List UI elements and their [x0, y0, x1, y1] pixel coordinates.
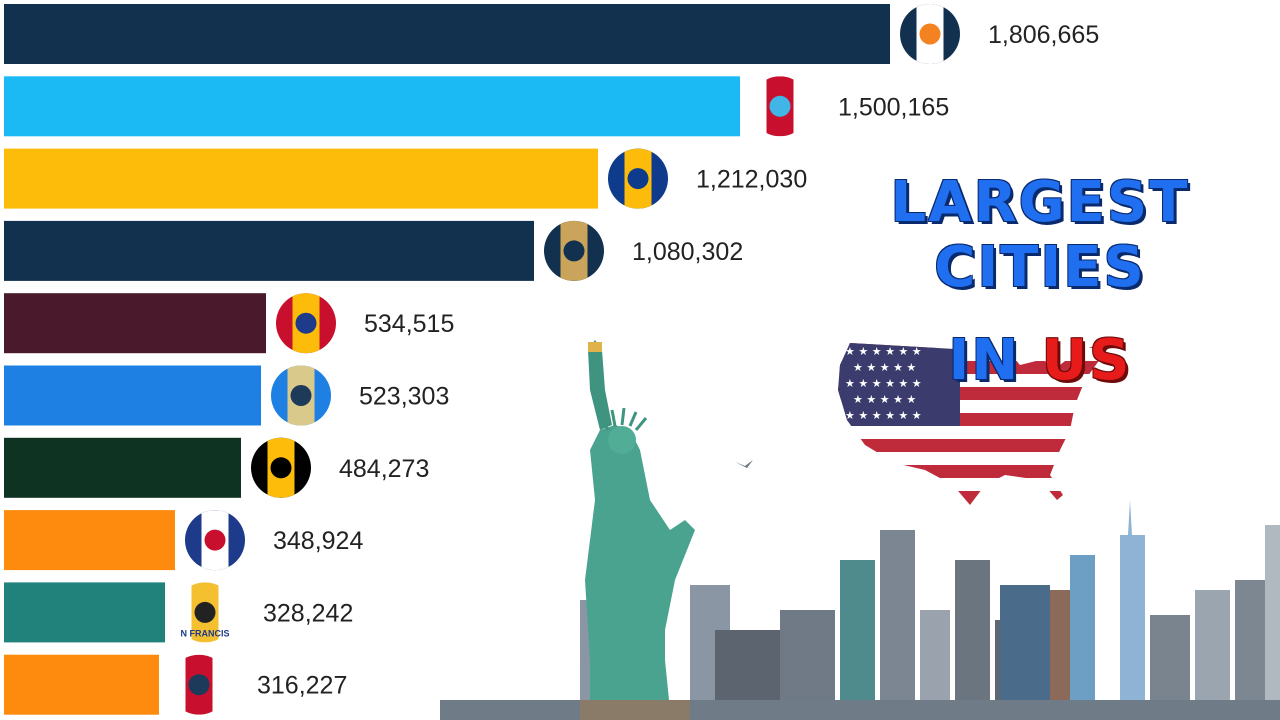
nyc-seal-icon — [900, 4, 960, 64]
value-label-9: 328,242 — [263, 599, 353, 627]
value-label-4: 1,080,302 — [632, 238, 743, 266]
bar-2 — [4, 76, 740, 137]
title-word-in: IN — [948, 328, 1021, 393]
bar-7 — [4, 437, 241, 498]
bird-icon — [735, 460, 753, 468]
title-word-us: US — [1041, 328, 1132, 393]
city-skyline-icon — [440, 340, 1280, 720]
value-label-6: 523,303 — [359, 383, 449, 411]
value-label-3: 1,212,030 — [696, 166, 807, 194]
svg-text:★ ★ ★ ★ ★ ★: ★ ★ ★ ★ ★ ★ — [845, 409, 922, 422]
svg-text:★ ★ ★ ★ ★: ★ ★ ★ ★ ★ — [853, 393, 916, 406]
emblem-text: N FRANCIS — [181, 628, 230, 638]
value-label-1: 1,806,665 — [988, 21, 1099, 49]
value-label-2: 1,500,165 — [838, 93, 949, 121]
value-label-10: 316,227 — [257, 672, 347, 700]
svg-text:★ ★ ★ ★ ★ ★: ★ ★ ★ ★ ★ ★ — [845, 345, 922, 358]
title-line-1: LARGEST CITIES — [890, 170, 1190, 300]
bar-6 — [4, 365, 261, 426]
value-label-8: 348,924 — [273, 527, 363, 555]
bar-3 — [4, 148, 598, 209]
baltimore-flag-icon — [251, 437, 311, 498]
bar-1 — [4, 4, 890, 64]
st-louis-flag-icon — [276, 293, 336, 354]
bar-8 — [4, 510, 175, 571]
us-flag-map-icon: ★ ★ ★ ★ ★ ★ ★ ★ ★ ★ ★ ★ ★ ★ ★ ★ ★ ★ ★ ★ … — [838, 343, 1103, 505]
bar-4 — [4, 220, 534, 281]
cincinnati-flag-icon — [169, 654, 229, 715]
boston-seal-icon — [271, 365, 331, 426]
chicago-flag-icon — [750, 76, 810, 137]
philadelphia-flag-icon — [608, 148, 668, 209]
bar-10 — [4, 654, 159, 715]
svg-text:★ ★ ★ ★ ★: ★ ★ ★ ★ ★ — [853, 361, 916, 374]
svg-text:★ ★ ★ ★ ★ ★: ★ ★ ★ ★ ★ ★ — [845, 377, 922, 390]
san-francisco-flag-icon: N FRANCIS — [175, 582, 235, 643]
washington-flag-icon — [185, 510, 245, 571]
detroit-seal-icon — [544, 220, 604, 281]
chart-title: LARGEST CITIES IN US — [800, 170, 1280, 393]
bar-5 — [4, 293, 266, 354]
statue-of-liberty-icon — [580, 340, 695, 720]
title-line-2: IN US — [800, 328, 1280, 393]
value-label-5: 534,515 — [364, 310, 454, 338]
value-label-7: 484,273 — [339, 455, 429, 483]
bar-9 — [4, 582, 165, 643]
